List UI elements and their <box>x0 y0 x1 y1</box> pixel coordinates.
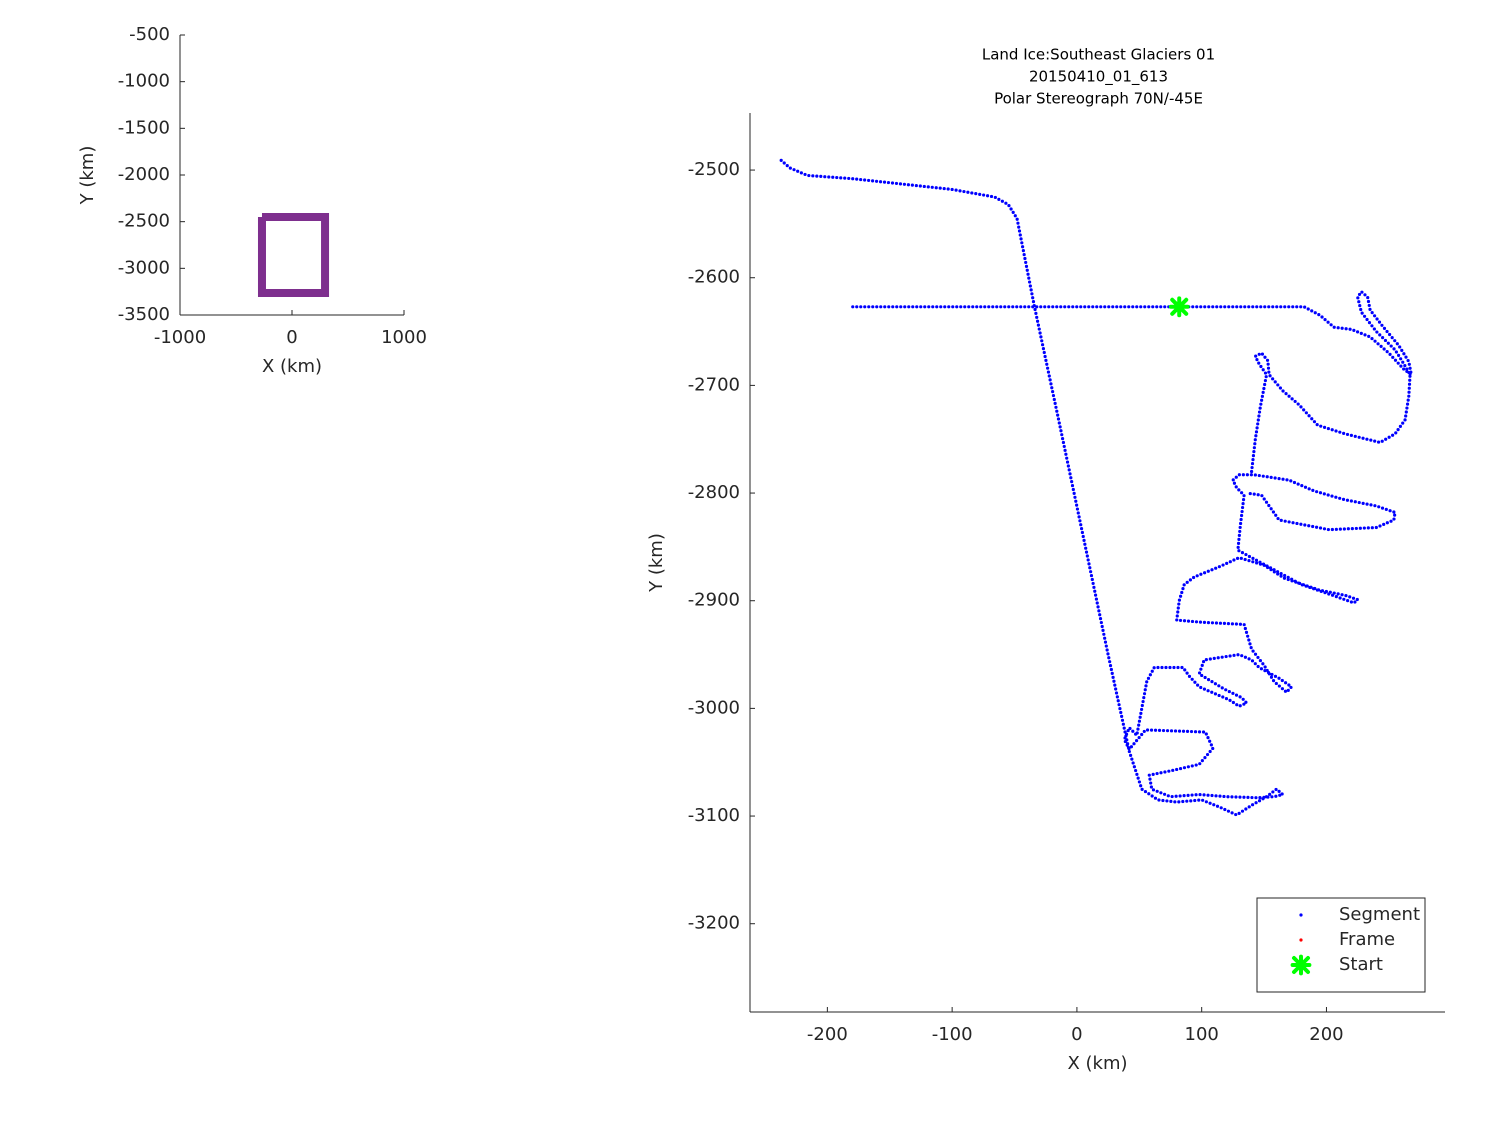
x-tick-label: -1000 <box>154 327 206 348</box>
legend-label: Segment <box>1339 904 1420 925</box>
y-tick-label: -3000 <box>688 697 740 718</box>
y-tick-label: -2500 <box>118 211 170 232</box>
legend-box <box>1256 897 1426 993</box>
y-tick-label: -2800 <box>688 482 740 503</box>
legend-marker <box>1290 954 1312 976</box>
chart-title: 20150410_01_613 <box>1029 68 1168 87</box>
y-tick-label: -3200 <box>688 913 740 934</box>
legend-label: Start <box>1339 954 1383 975</box>
x-axis-label: X (km) <box>1067 1053 1127 1074</box>
x-tick-label: -100 <box>932 1024 973 1045</box>
y-axis-label: Y (km) <box>77 146 98 206</box>
x-tick-label: 0 <box>286 327 297 348</box>
chart-title: Polar Stereograph 70N/-45E <box>994 90 1203 108</box>
legend-marker <box>1299 913 1303 917</box>
track-dots <box>779 158 1414 817</box>
start-marker <box>1168 296 1190 318</box>
track-line <box>257 213 330 297</box>
x-tick-label: 200 <box>1309 1024 1343 1045</box>
y-tick-label: -1000 <box>118 71 170 92</box>
y-tick-label: -2700 <box>688 374 740 395</box>
y-tick-label: -2900 <box>688 590 740 611</box>
y-tick-label: -3100 <box>688 805 740 826</box>
x-tick-label: 100 <box>1185 1024 1219 1045</box>
x-tick-label: 1000 <box>381 327 427 348</box>
legend-marker <box>1299 938 1303 942</box>
y-tick-label: -2500 <box>688 159 740 180</box>
y-tick-label: -3500 <box>118 304 170 325</box>
x-tick-label: 0 <box>1071 1024 1082 1045</box>
legend-label: Frame <box>1339 929 1395 950</box>
y-tick-label: -500 <box>129 24 170 45</box>
y-tick-label: -2000 <box>118 164 170 185</box>
y-tick-label: -3000 <box>118 257 170 278</box>
y-axis-label: Y (km) <box>646 533 667 593</box>
y-tick-label: -1500 <box>118 117 170 138</box>
x-axis-label: X (km) <box>262 356 322 377</box>
y-tick-label: -2600 <box>688 267 740 288</box>
x-tick-label: -200 <box>807 1024 848 1045</box>
chart-title: Land Ice:Southeast Glaciers 01 <box>982 46 1215 64</box>
